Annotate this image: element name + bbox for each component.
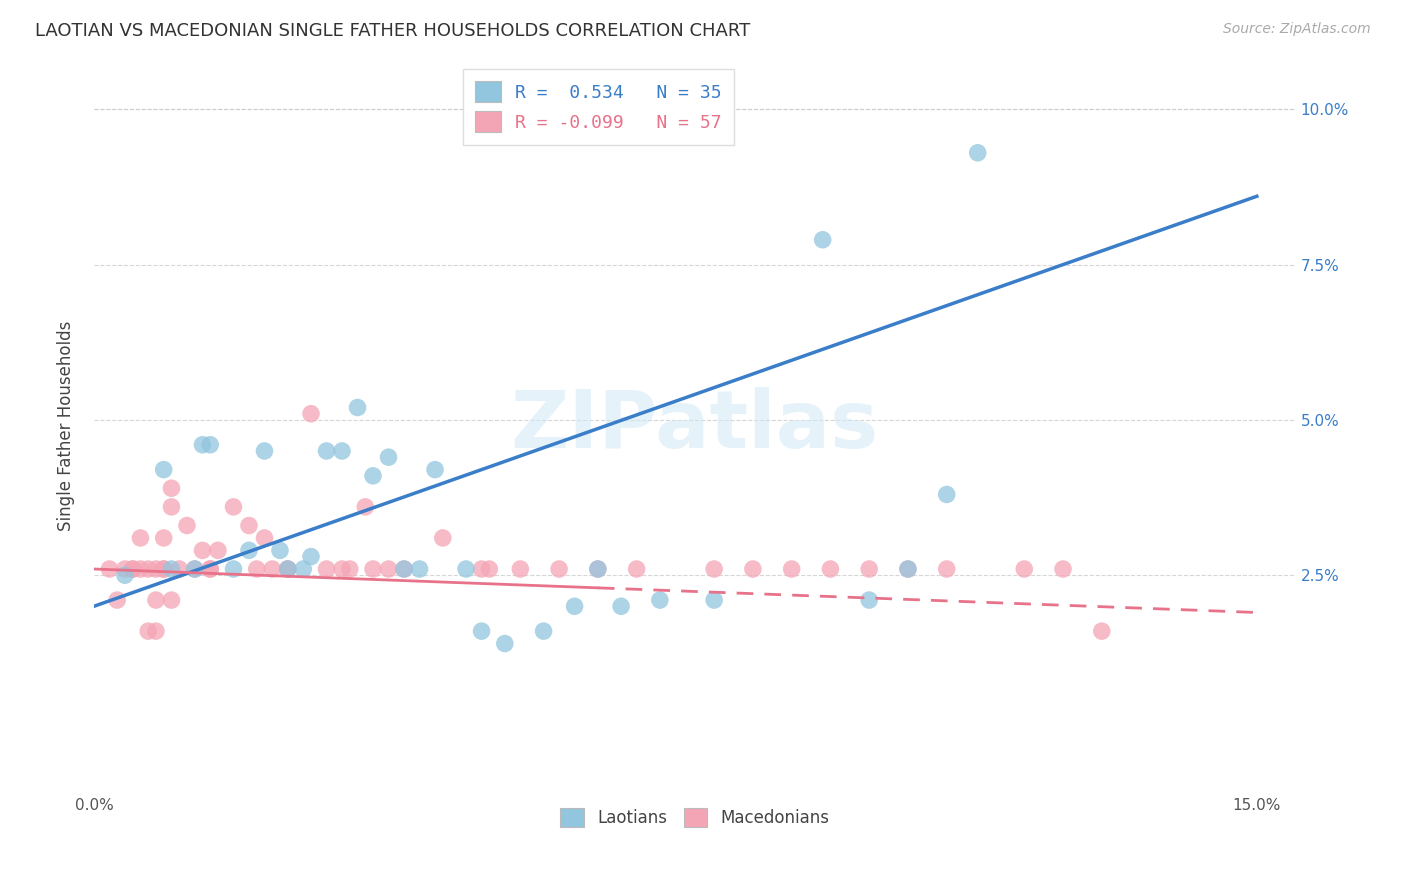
Point <box>222 562 245 576</box>
Point <box>299 549 322 564</box>
Point <box>648 593 671 607</box>
Point <box>277 562 299 576</box>
Point <box>392 562 415 576</box>
Point <box>858 562 880 576</box>
Point <box>129 562 152 576</box>
Point <box>564 599 586 614</box>
Point <box>200 562 222 576</box>
Point <box>346 401 368 415</box>
Point <box>183 562 205 576</box>
Point <box>200 562 222 576</box>
Point <box>207 543 229 558</box>
Point <box>121 562 143 576</box>
Point <box>392 562 415 576</box>
Point <box>152 562 174 576</box>
Point <box>114 568 136 582</box>
Point <box>858 593 880 607</box>
Point <box>897 562 920 576</box>
Point <box>330 444 353 458</box>
Point <box>292 562 315 576</box>
Point <box>1012 562 1035 576</box>
Point <box>626 562 648 576</box>
Point <box>253 444 276 458</box>
Point <box>145 593 167 607</box>
Point <box>152 531 174 545</box>
Point <box>200 438 222 452</box>
Point <box>361 468 384 483</box>
Point <box>703 562 725 576</box>
Point <box>114 562 136 576</box>
Legend: Laotians, Macedonians: Laotians, Macedonians <box>553 800 838 836</box>
Text: LAOTIAN VS MACEDONIAN SINGLE FATHER HOUSEHOLDS CORRELATION CHART: LAOTIAN VS MACEDONIAN SINGLE FATHER HOUS… <box>35 22 751 40</box>
Text: ZIPatlas: ZIPatlas <box>510 387 879 465</box>
Point <box>152 462 174 476</box>
Point <box>315 562 337 576</box>
Point <box>160 481 183 495</box>
Point <box>1052 562 1074 576</box>
Point <box>246 562 269 576</box>
Point <box>176 518 198 533</box>
Point <box>432 531 454 545</box>
Point <box>98 562 121 576</box>
Y-axis label: Single Father Households: Single Father Households <box>58 321 75 532</box>
Point <box>121 562 143 576</box>
Point <box>136 562 159 576</box>
Point <box>183 562 205 576</box>
Text: Source: ZipAtlas.com: Source: ZipAtlas.com <box>1223 22 1371 37</box>
Point <box>145 624 167 639</box>
Point <box>478 562 501 576</box>
Point <box>935 562 957 576</box>
Point <box>129 531 152 545</box>
Point <box>277 562 299 576</box>
Point <box>339 562 361 576</box>
Point <box>586 562 609 576</box>
Point <box>330 562 353 576</box>
Point <box>454 562 477 576</box>
Point <box>105 593 128 607</box>
Point <box>820 562 842 576</box>
Point <box>160 500 183 514</box>
Point <box>741 562 763 576</box>
Point <box>408 562 430 576</box>
Point <box>315 444 337 458</box>
Point <box>533 624 555 639</box>
Point <box>238 543 260 558</box>
Point <box>471 624 494 639</box>
Point <box>586 562 609 576</box>
Point <box>1091 624 1114 639</box>
Point <box>269 543 291 558</box>
Point <box>167 562 190 576</box>
Point <box>966 145 988 160</box>
Point <box>377 562 399 576</box>
Point <box>277 562 299 576</box>
Point <box>780 562 803 576</box>
Point <box>191 438 214 452</box>
Point <box>361 562 384 576</box>
Point <box>494 636 516 650</box>
Point <box>509 562 531 576</box>
Point <box>152 562 174 576</box>
Point <box>160 562 183 576</box>
Point <box>145 562 167 576</box>
Point <box>897 562 920 576</box>
Point <box>471 562 494 576</box>
Point <box>377 450 399 465</box>
Point <box>262 562 284 576</box>
Point <box>935 487 957 501</box>
Point <box>299 407 322 421</box>
Point <box>610 599 633 614</box>
Point <box>354 500 377 514</box>
Point <box>703 593 725 607</box>
Point <box>136 624 159 639</box>
Point <box>811 233 834 247</box>
Point <box>548 562 571 576</box>
Point <box>238 518 260 533</box>
Point <box>222 500 245 514</box>
Point <box>253 531 276 545</box>
Point <box>160 593 183 607</box>
Point <box>423 462 446 476</box>
Point <box>191 543 214 558</box>
